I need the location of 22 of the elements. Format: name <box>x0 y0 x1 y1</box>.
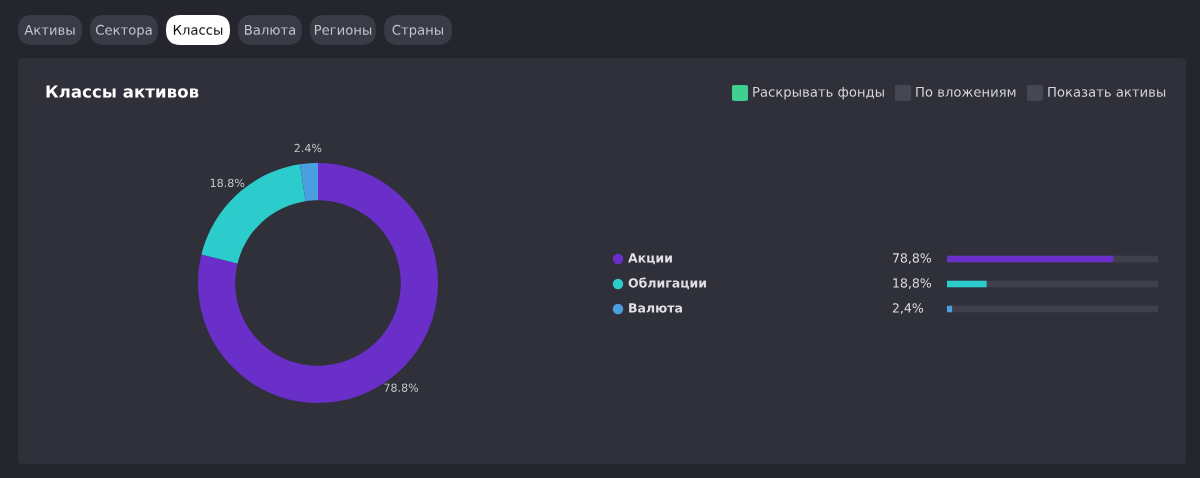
text: Валюта <box>245 25 296 35</box>
text: Показать активы <box>1048 87 1166 97</box>
legend-label: Облигации <box>628 277 706 290</box>
text: Классы <box>173 25 223 35</box>
data-label: 18,8% <box>893 278 932 289</box>
data-label: 78,8% <box>893 253 932 264</box>
donut-slice <box>198 163 438 403</box>
data-label: 18.8% <box>210 178 245 188</box>
legend-label: Акции <box>628 253 672 265</box>
text: Сектора <box>95 24 152 38</box>
data-label: 2,4% <box>892 303 924 314</box>
text: Раскрывать фонды <box>753 87 884 100</box>
text: По вложениям <box>916 87 1016 97</box>
text: Регионы <box>314 25 372 35</box>
donut-slice <box>299 163 318 202</box>
data-label: 2.4% <box>294 143 322 153</box>
legend-label: Валюта <box>629 303 682 313</box>
donut-slice <box>201 164 306 264</box>
data-label: 78.8% <box>384 383 419 392</box>
chart-title: Классы активов <box>46 85 199 98</box>
text: Активы <box>24 25 75 35</box>
text: Страны <box>392 24 444 38</box>
